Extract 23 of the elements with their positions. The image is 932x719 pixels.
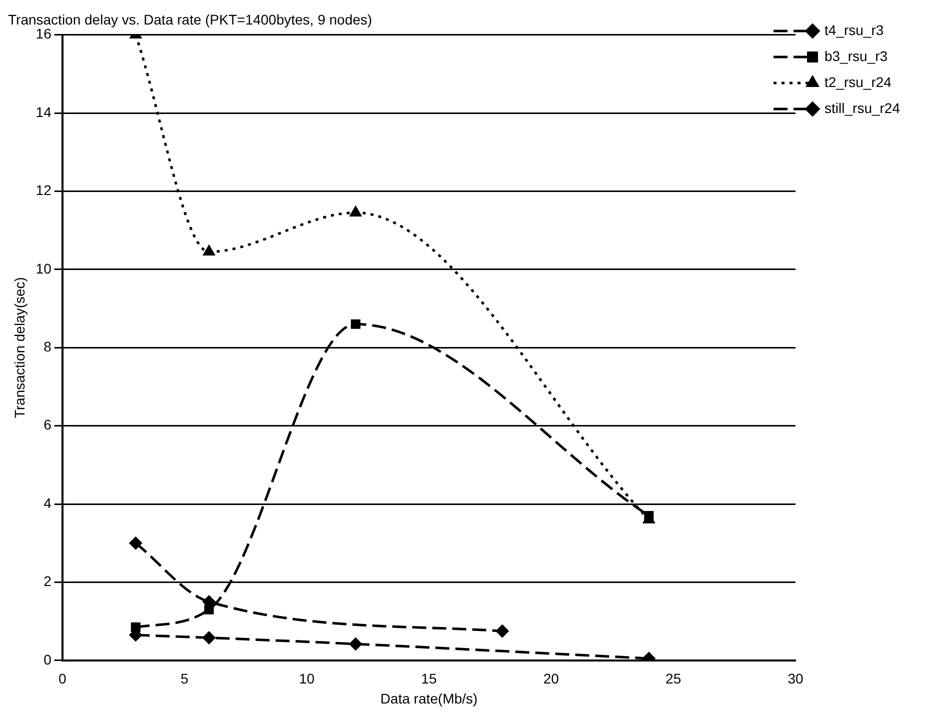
x-tick-label: 0	[58, 670, 66, 687]
x-axis-title: Data rate(Mb/s)	[380, 690, 478, 706]
x-tick-label: 20	[543, 670, 560, 687]
y-axis-title: Transaction delay(sec)	[11, 277, 28, 418]
x-tick-label: 5	[180, 670, 189, 687]
y-tick-label: 2	[44, 573, 52, 590]
legend-label: t4_rsu_r3	[824, 22, 884, 38]
y-tick-label: 10	[36, 260, 52, 276]
y-tick-label: 4	[44, 494, 52, 511]
y-tick-label: 6	[44, 416, 52, 433]
legend-label: still_rsu_r24	[824, 100, 900, 116]
y-tick-label: 8	[44, 338, 52, 354]
x-tick-label: 30	[788, 670, 804, 687]
chart-title: Transaction delay vs. Data rate (PKT=1400bytes, 9 nodes)	[8, 11, 372, 28]
y-tick-label: 0	[44, 651, 52, 668]
x-tick-label: 25	[666, 670, 682, 687]
x-tick-label: 15	[421, 670, 437, 687]
y-tick-label: 14	[36, 104, 52, 120]
y-tick-label: 16	[36, 26, 52, 42]
legend-label: t2_rsu_r24	[824, 74, 892, 90]
y-tick-label: 12	[36, 182, 52, 198]
x-tick-label: 10	[298, 670, 315, 687]
legend-label: b3_rsu_r3	[824, 48, 888, 64]
